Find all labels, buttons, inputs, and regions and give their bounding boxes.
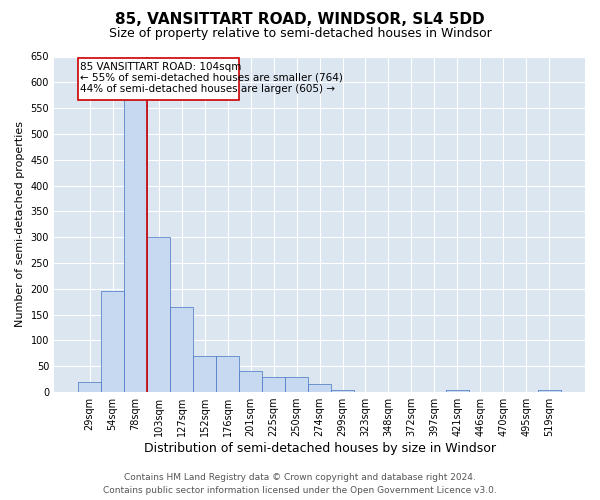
Y-axis label: Number of semi-detached properties: Number of semi-detached properties [15, 122, 25, 328]
Bar [331, 390, 354, 392]
Text: Contains HM Land Registry data © Crown copyright and database right 2024.
Contai: Contains HM Land Registry data © Crown c… [103, 474, 497, 495]
X-axis label: Distribution of semi-detached houses by size in Windsor: Distribution of semi-detached houses by … [143, 442, 496, 455]
Bar [193, 356, 216, 392]
Bar [285, 376, 308, 392]
Bar [101, 292, 124, 392]
Bar [147, 237, 170, 392]
Bar [124, 98, 147, 392]
Bar [239, 372, 262, 392]
Text: 85 VANSITTART ROAD: 104sqm: 85 VANSITTART ROAD: 104sqm [80, 62, 242, 72]
Bar [308, 384, 331, 392]
Text: ← 55% of semi-detached houses are smaller (764): ← 55% of semi-detached houses are smalle… [80, 72, 343, 82]
Text: Size of property relative to semi-detached houses in Windsor: Size of property relative to semi-detach… [109, 28, 491, 40]
Bar [78, 382, 101, 392]
Bar [538, 390, 561, 392]
Bar [262, 376, 285, 392]
Bar [170, 307, 193, 392]
Bar [78, 58, 239, 100]
Bar [446, 390, 469, 392]
Text: 44% of semi-detached houses are larger (605) →: 44% of semi-detached houses are larger (… [80, 84, 335, 94]
Text: 85, VANSITTART ROAD, WINDSOR, SL4 5DD: 85, VANSITTART ROAD, WINDSOR, SL4 5DD [115, 12, 485, 28]
Bar [216, 356, 239, 392]
